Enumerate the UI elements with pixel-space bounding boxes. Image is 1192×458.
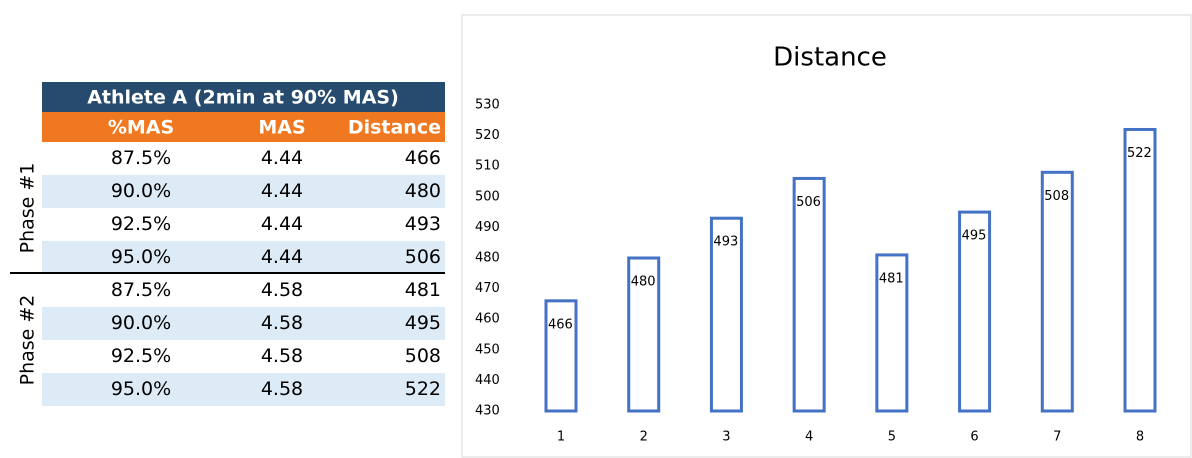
cell: 4.44: [261, 180, 303, 202]
y-tick-label: 480: [475, 251, 500, 266]
row-shade: [42, 241, 445, 274]
cell: 495: [405, 312, 441, 334]
bar: [1040, 170, 1074, 413]
row-shade: [42, 175, 445, 208]
row-shade: [42, 373, 445, 406]
data-label: 466: [548, 317, 573, 332]
phase-label: Phase #1: [17, 163, 39, 254]
y-tick-label: 430: [475, 404, 500, 419]
cell: 87.5%: [111, 279, 171, 301]
row-shade: [42, 307, 445, 340]
cell: 493: [405, 213, 441, 235]
x-tick-label: 1: [557, 430, 565, 445]
header: Distance: [348, 117, 441, 139]
y-tick-label: 450: [475, 342, 500, 357]
data-label: 506: [796, 195, 821, 210]
cell: 95.0%: [111, 378, 171, 400]
cell: 87.5%: [111, 147, 171, 169]
x-tick-label: 6: [970, 430, 978, 445]
cell: 481: [405, 279, 441, 301]
cell: 4.44: [261, 147, 303, 169]
cell: 506: [405, 246, 441, 268]
y-tick-label: 520: [475, 128, 500, 143]
cell: 4.44: [261, 246, 303, 268]
bar: [1123, 127, 1157, 413]
cell: 4.44: [261, 213, 303, 235]
y-tick-label: 510: [475, 159, 500, 174]
chart-title: Distance: [773, 43, 887, 73]
cell: 90.0%: [111, 180, 171, 202]
y-tick-label: 530: [475, 98, 500, 113]
table-title-bg: [42, 82, 445, 112]
cell: 90.0%: [111, 312, 171, 334]
header: %MAS: [108, 117, 174, 139]
bar: [627, 256, 661, 413]
bar: [958, 210, 992, 413]
chart-frame: [461, 14, 1192, 458]
bar: [792, 176, 826, 413]
cell: 522: [405, 378, 441, 400]
x-tick-label: 7: [1053, 430, 1061, 445]
bar: [709, 216, 743, 413]
cell: 466: [405, 147, 441, 169]
x-tick-label: 8: [1136, 430, 1144, 445]
cell: 92.5%: [111, 213, 171, 235]
x-tick-label: 5: [888, 430, 896, 445]
bar: [544, 299, 578, 413]
y-tick-label: 470: [475, 281, 500, 296]
table-header-bg: [42, 112, 445, 142]
table-title: Athlete A (2min at 90% MAS): [87, 87, 399, 109]
x-tick-label: 3: [722, 430, 730, 445]
bar: [875, 253, 909, 413]
cell: 4.58: [261, 279, 303, 301]
data-label: 508: [1044, 189, 1069, 204]
y-tick-label: 460: [475, 312, 500, 327]
data-label: 480: [631, 275, 656, 290]
cell: 4.58: [261, 345, 303, 367]
y-tick-label: 490: [475, 220, 500, 235]
cell: 4.58: [261, 378, 303, 400]
header: MAS: [258, 117, 305, 139]
data-label: 493: [713, 235, 738, 250]
cell: 480: [405, 180, 441, 202]
cell: 92.5%: [111, 345, 171, 367]
phase-label: Phase #2: [17, 295, 39, 386]
data-label: 522: [1127, 146, 1152, 161]
data-label: 481: [879, 271, 904, 286]
x-tick-label: 2: [640, 430, 648, 445]
cell: 508: [405, 345, 441, 367]
cell: 4.58: [261, 312, 303, 334]
cell: 95.0%: [111, 246, 171, 268]
y-tick-label: 440: [475, 373, 500, 388]
y-tick-label: 500: [475, 189, 500, 204]
data-label: 495: [962, 229, 987, 244]
x-tick-label: 4: [805, 430, 813, 445]
